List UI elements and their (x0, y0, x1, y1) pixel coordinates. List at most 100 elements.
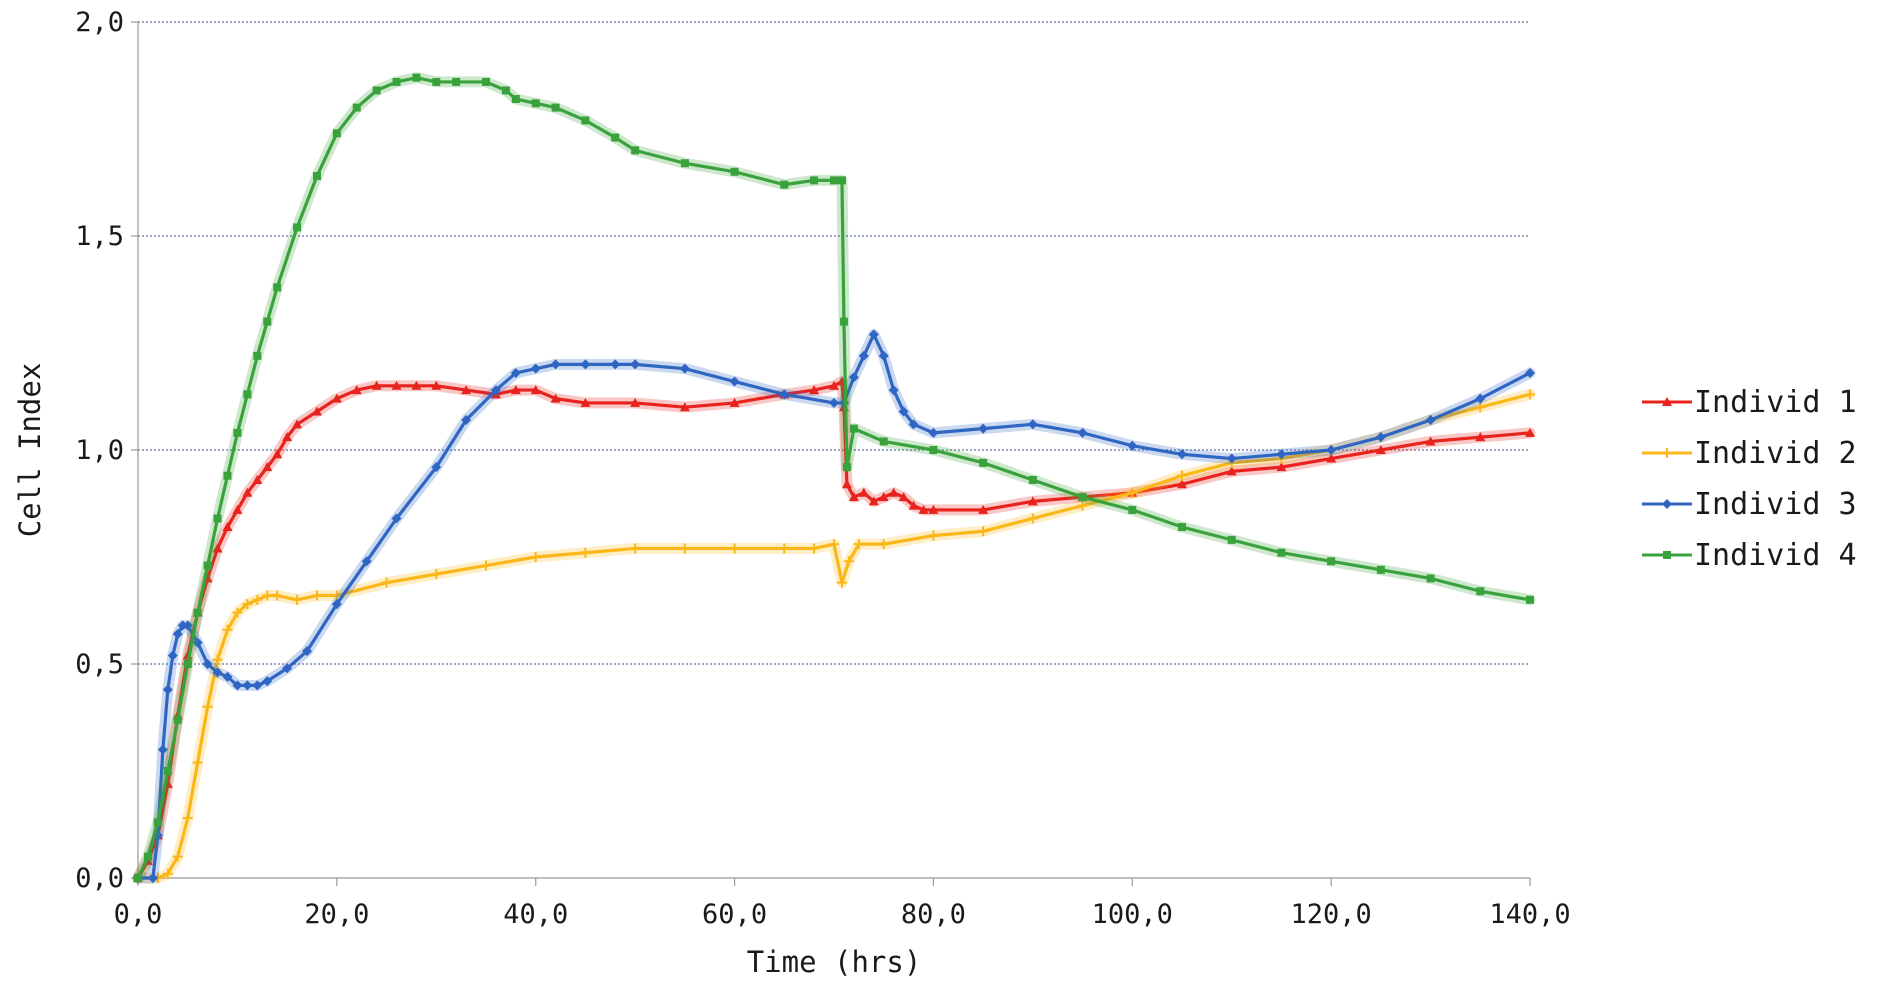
data-point (232, 607, 243, 618)
legend-label: Individ 2 (1694, 436, 1857, 471)
tick-labels: 0,0 20,0 40,0 60,0 80,0 100,0 120,0 140,0 0,0 0,5… (75, 7, 1570, 930)
data-point (611, 133, 620, 142)
data-point (352, 103, 361, 112)
series-3 (132, 328, 1536, 884)
data-point (1128, 505, 1137, 514)
data-point (293, 223, 302, 232)
data-point (837, 176, 846, 185)
data-series (132, 72, 1536, 884)
data-point (918, 504, 929, 514)
data-point (392, 77, 401, 86)
data-point (391, 513, 402, 524)
data-point (461, 415, 472, 426)
series-line (136, 392, 1532, 880)
y-tick-label: 0,5 (75, 649, 124, 680)
data-point (1127, 440, 1138, 451)
legend-swatch-marker (1662, 397, 1672, 406)
data-point (1276, 449, 1287, 460)
data-point (331, 393, 342, 403)
data-point (1078, 493, 1087, 502)
series-line (136, 76, 1532, 880)
data-point (530, 552, 541, 562)
data-point (1476, 587, 1485, 596)
data-point (203, 561, 212, 570)
data-point (1077, 427, 1088, 438)
data-point (232, 504, 243, 514)
data-point (868, 329, 879, 340)
data-point (182, 620, 193, 631)
data-point (202, 659, 213, 669)
data-point (898, 406, 909, 417)
data-point (888, 487, 899, 497)
data-point (192, 637, 203, 648)
data-point (1178, 523, 1186, 532)
x-tick-label: 60,0 (702, 899, 767, 930)
data-point (978, 504, 989, 514)
data-point (729, 397, 740, 407)
data-point (531, 99, 540, 108)
data-point (830, 176, 838, 185)
data-point (631, 146, 640, 155)
data-point (262, 676, 273, 687)
data-point (501, 86, 510, 95)
data-point (978, 423, 989, 434)
data-point (1525, 427, 1535, 437)
data-point (172, 629, 183, 640)
data-point (461, 385, 472, 395)
data-point (1475, 393, 1486, 404)
series-1 (132, 376, 1536, 884)
series-error-band (132, 328, 1536, 884)
data-point (928, 504, 939, 514)
data-point (979, 458, 988, 467)
data-point (490, 385, 501, 396)
data-point (1375, 432, 1386, 443)
data-point (929, 446, 938, 454)
data-point (550, 359, 561, 370)
data-point (978, 526, 989, 537)
data-point (232, 680, 243, 691)
data-point (1526, 595, 1534, 604)
data-point (242, 680, 253, 691)
data-point (252, 680, 263, 691)
data-point (839, 317, 848, 326)
data-point (1525, 389, 1535, 400)
data-point (1475, 432, 1486, 442)
data-point (411, 380, 422, 390)
data-point (630, 359, 641, 370)
data-point (928, 530, 939, 541)
data-point (1226, 466, 1237, 476)
data-point (262, 462, 273, 472)
x-tick-label: 20,0 (304, 899, 369, 930)
data-point (729, 376, 740, 387)
data-point (1127, 487, 1138, 498)
data-point (510, 385, 521, 395)
data-point (1375, 445, 1386, 454)
data-point (351, 385, 362, 395)
series-error-band (132, 72, 1536, 884)
data-point (1177, 470, 1187, 481)
data-point (332, 129, 341, 138)
data-point (858, 487, 869, 497)
data-point (143, 852, 152, 861)
data-point (252, 594, 263, 605)
data-point (1327, 557, 1336, 566)
data-point (908, 500, 919, 510)
data-point (610, 359, 621, 370)
data-point (849, 424, 858, 433)
data-point (1426, 574, 1435, 583)
data-point (212, 543, 223, 553)
legend-label: Individ 1 (1694, 385, 1857, 420)
data-point (162, 684, 173, 695)
data-point (371, 380, 382, 390)
data-point (147, 873, 158, 883)
data-point (679, 543, 690, 554)
data-point (530, 363, 541, 374)
data-point (1027, 513, 1038, 524)
data-point (779, 389, 790, 400)
y-axis-title: Cell Index (13, 363, 47, 538)
data-point (928, 427, 939, 438)
x-tick-label: 120,0 (1291, 899, 1372, 930)
legend-swatch-marker (1662, 448, 1672, 458)
data-point (898, 492, 909, 502)
data-point (878, 350, 889, 361)
